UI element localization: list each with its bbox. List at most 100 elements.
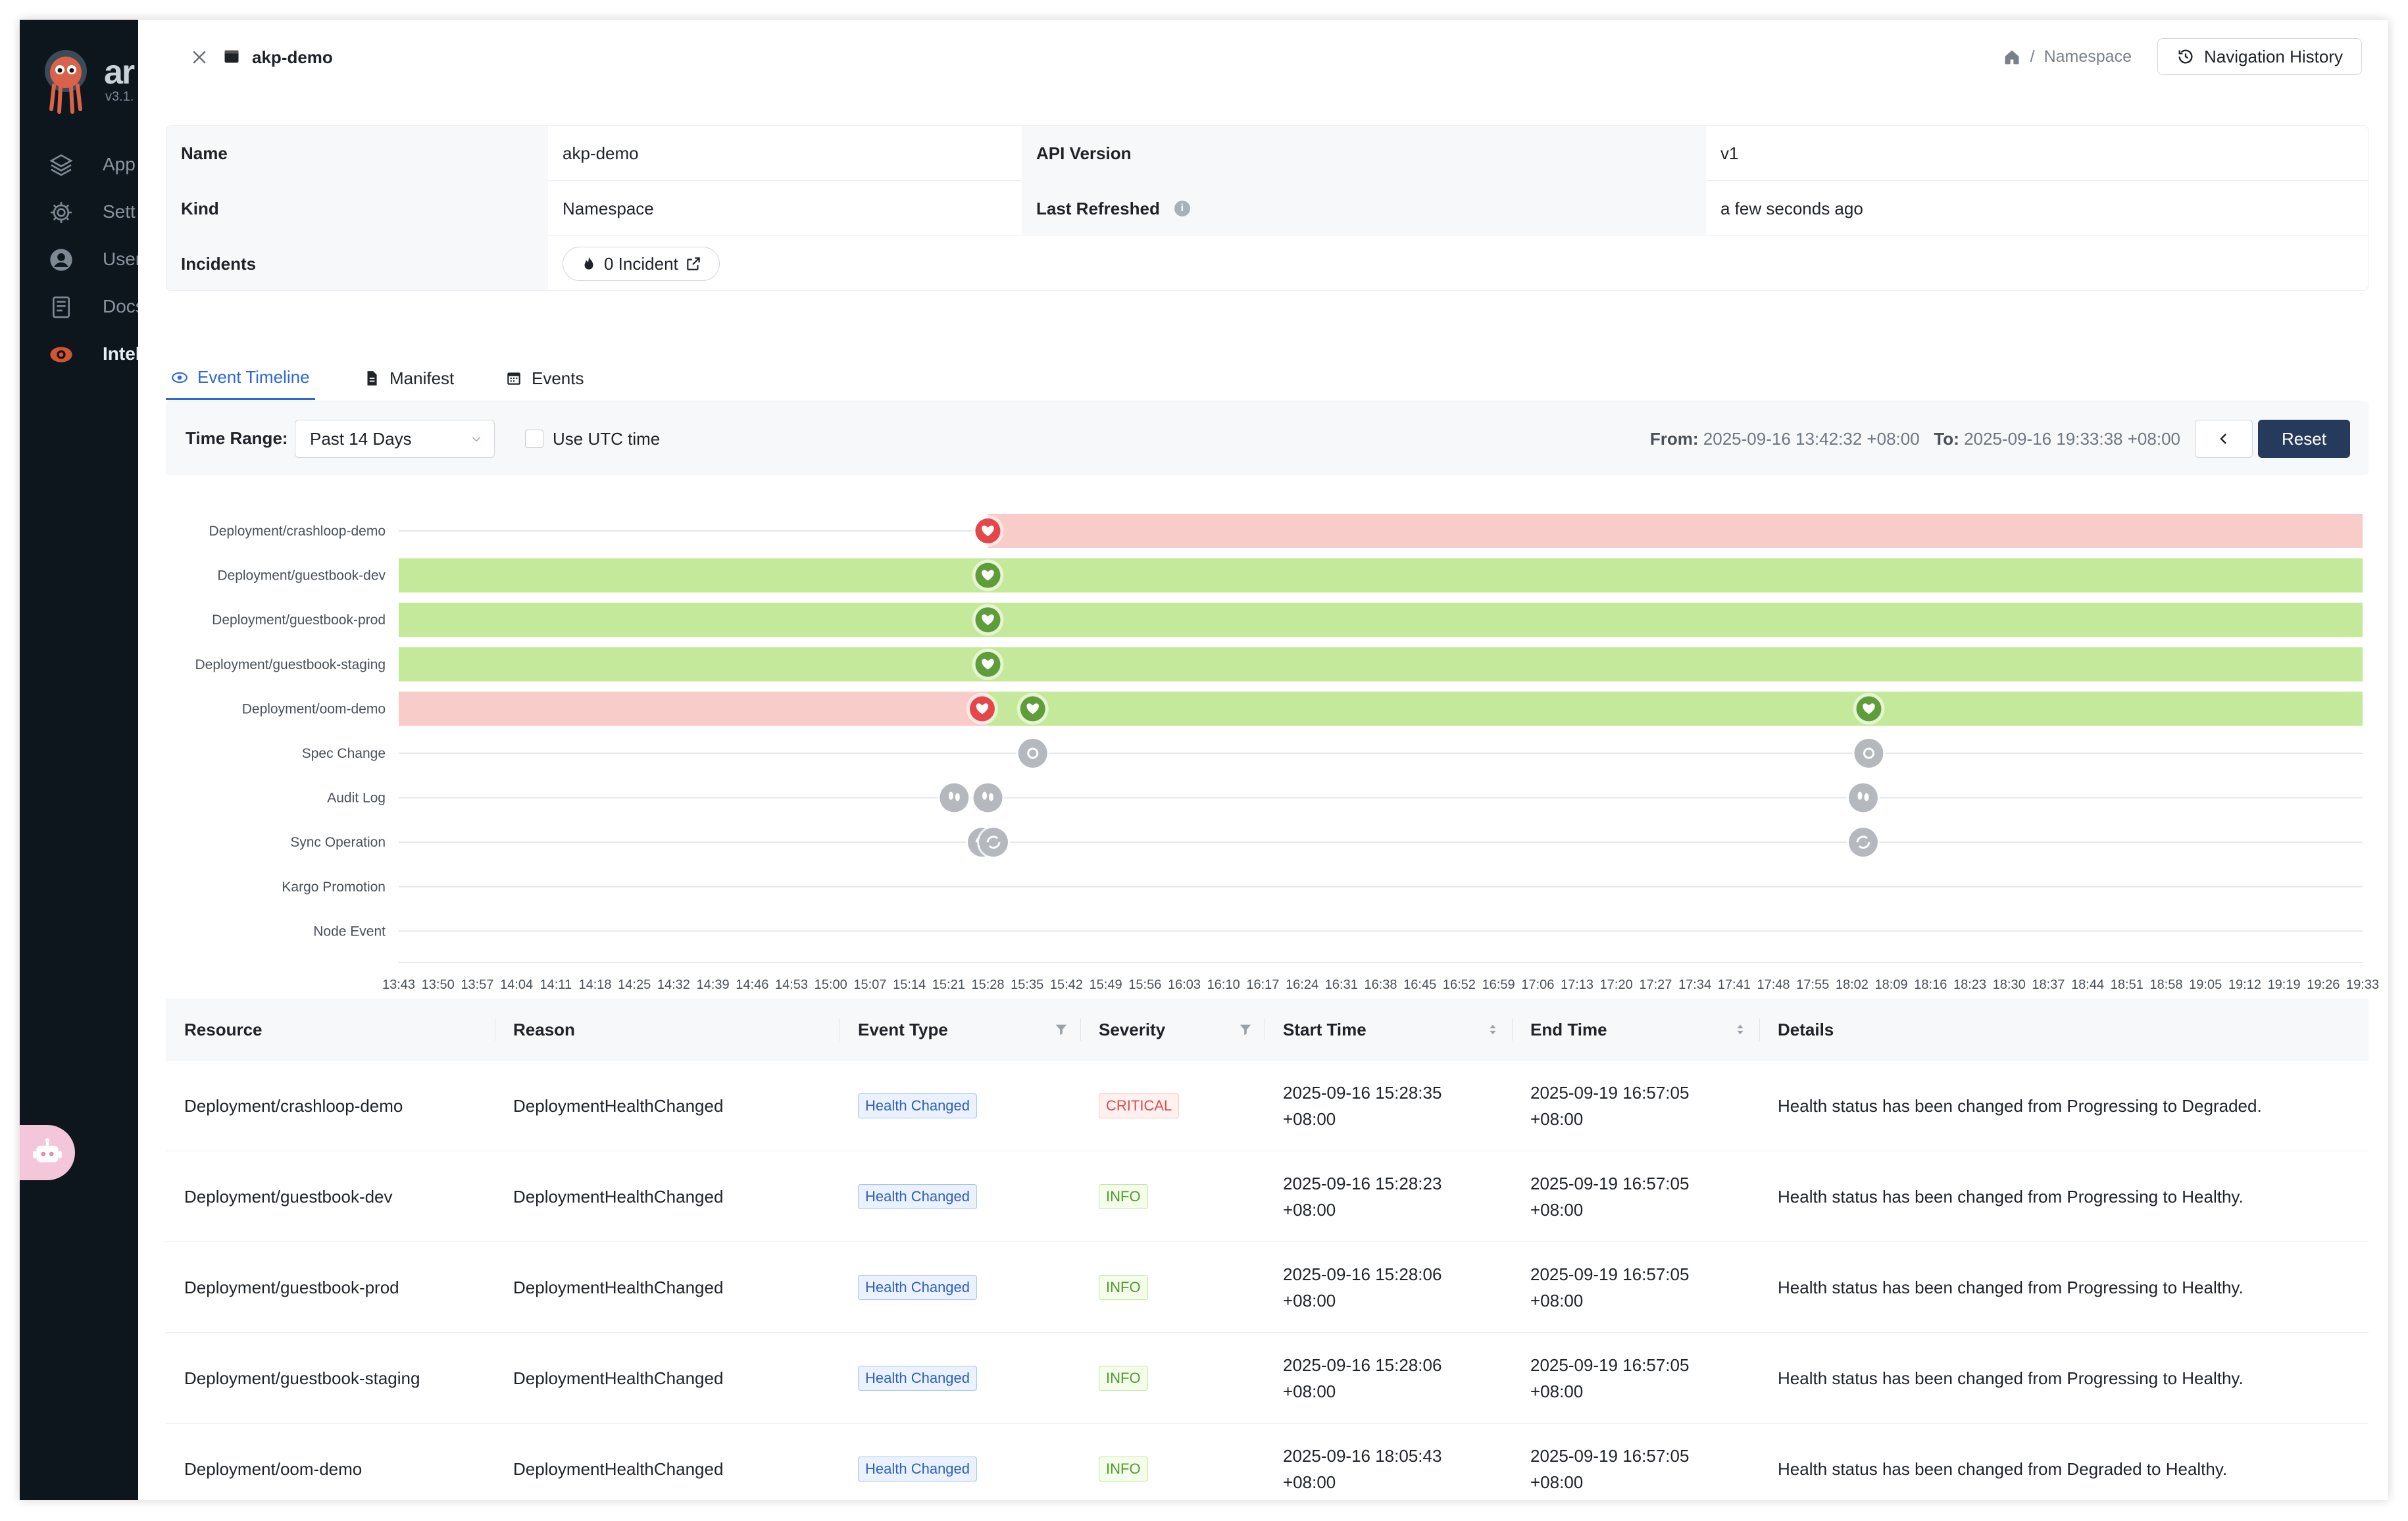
event-type-tag: Health Changed	[858, 1457, 978, 1482]
sidebar-item-user[interactable]: User	[20, 239, 138, 279]
home-icon[interactable]	[2003, 48, 2021, 66]
tab-event-timeline[interactable]: Event Timeline	[166, 357, 315, 400]
gear-marker[interactable]	[1852, 737, 1886, 770]
reason-text: DeploymentHealthChanged	[513, 1459, 724, 1479]
close-icon[interactable]	[189, 47, 209, 67]
end-timezone: +08:00	[1530, 1472, 1584, 1492]
table-row[interactable]: Deployment/guestbook-dev DeploymentHealth…	[166, 1151, 2369, 1242]
timeline-row-label: Deployment/guestbook-dev	[217, 568, 386, 584]
time-tick-label: 16:10	[1207, 978, 1240, 992]
sidebar-item-applications[interactable]: App	[20, 145, 138, 184]
details-text: Health status has been changed from Prog…	[1778, 1187, 2244, 1207]
reason-cell: DeploymentHealthChanged	[513, 1424, 723, 1500]
sidebar-item-settings[interactable]: Sett	[20, 192, 138, 232]
timeline-row-label: Sync Operation	[290, 835, 386, 850]
severity-badge: CRITICAL	[1099, 1093, 1180, 1118]
health-segment-healthy	[988, 691, 2363, 726]
sync-marker[interactable]	[977, 826, 1011, 859]
table-row[interactable]: Deployment/crashloop-demo DeploymentHealt…	[166, 1060, 2369, 1151]
sidebar-item-label: User	[103, 249, 138, 269]
reason-text: DeploymentHealthChanged	[513, 1368, 724, 1388]
table-row[interactable]: Deployment/oom-demo DeploymentHealthChang…	[166, 1424, 2369, 1500]
back-button[interactable]	[2195, 420, 2253, 458]
end-time-cell: 2025-09-19 16:57:05 +08:00	[1530, 1424, 1689, 1500]
to-value: 2025-09-16 19:33:38 +08:00	[1964, 429, 2180, 449]
filter-icon[interactable]	[1054, 1022, 1068, 1037]
event-type-cell: Health Changed	[858, 1424, 978, 1500]
time-tick-label: 17:06	[1521, 978, 1554, 992]
tab-label: Event Timeline	[197, 367, 310, 387]
column-header-label: End Time	[1530, 1019, 1607, 1039]
heart-marker[interactable]	[972, 515, 1004, 547]
filter-icon[interactable]	[1238, 1022, 1253, 1037]
reset-button[interactable]: Reset	[2258, 420, 2350, 458]
sidebar-item-docs[interactable]: Docs	[20, 287, 138, 326]
heart-icon	[982, 525, 994, 536]
time-tick-label: 18:16	[1914, 978, 1947, 992]
heart-marker[interactable]	[1016, 693, 1049, 725]
utc-checkbox[interactable]	[525, 430, 543, 448]
time-tick-label: 14:04	[500, 978, 533, 992]
start-time: 2025-09-16 18:05:43	[1283, 1446, 1442, 1466]
last-refreshed-key: Last Refreshed i	[1022, 181, 1706, 236]
heart-marker[interactable]	[972, 648, 1004, 680]
heart-marker[interactable]	[1853, 693, 1885, 725]
from-label: From:	[1649, 429, 1699, 449]
start-time: 2025-09-16 15:28:23	[1283, 1174, 1442, 1193]
time-tick-label: 18:02	[1836, 978, 1869, 992]
sync-icon	[986, 835, 1001, 849]
table-row[interactable]: Deployment/guestbook-prod DeploymentHealt…	[166, 1242, 2369, 1333]
navigation-history-button[interactable]: Navigation History	[2157, 38, 2362, 75]
time-tick-label: 16:24	[1286, 978, 1318, 992]
heart-icon	[1863, 703, 1875, 714]
sidebar-item-intelligence[interactable]: Intel	[20, 334, 138, 374]
gear-icon	[1863, 747, 1874, 759]
start-time-cell: 2025-09-16 15:28:06 +08:00	[1283, 1242, 1442, 1333]
timeline-toolbar: Time Range: Past 14 Days Use UTC time Fr…	[166, 401, 2369, 475]
timeline-row-label: Deployment/guestbook-prod	[212, 612, 386, 628]
heart-icon	[982, 614, 994, 626]
reason-text: DeploymentHealthChanged	[513, 1278, 724, 1297]
heart-marker[interactable]	[972, 604, 1004, 636]
time-range-value: Past 14 Days	[310, 428, 412, 449]
heart-icon	[982, 570, 994, 581]
severity-badge: INFO	[1099, 1457, 1148, 1482]
table-header: Resource Reason Event Type Severity Star…	[166, 999, 2369, 1060]
column-header-start-time[interactable]: Start Time	[1265, 999, 1512, 1060]
time-tick-label: 13:57	[461, 978, 493, 992]
breadcrumb-current[interactable]: Namespace	[2044, 47, 2132, 66]
assistant-button[interactable]	[20, 1125, 75, 1180]
time-range-select[interactable]: Past 14 Days	[295, 420, 495, 458]
severity-cell: INFO	[1099, 1242, 1148, 1333]
steps-marker[interactable]	[971, 781, 1005, 814]
gear-marker[interactable]	[1016, 737, 1049, 770]
octopus-logo[interactable]	[39, 46, 92, 118]
health-segment-degraded	[988, 514, 2363, 548]
start-time-cell: 2025-09-16 15:28:35 +08:00	[1283, 1060, 1442, 1151]
severity-badge: INFO	[1099, 1184, 1148, 1209]
heart-marker[interactable]	[966, 693, 998, 725]
severity-cell: CRITICAL	[1099, 1060, 1180, 1151]
tab-events[interactable]: Events	[505, 357, 584, 400]
marker-circle	[1854, 739, 1884, 768]
tab-manifest[interactable]: Manifest	[363, 357, 454, 400]
timeline-row-label: Deployment/oom-demo	[242, 701, 386, 716]
column-header-end-time[interactable]: End Time	[1512, 999, 1759, 1060]
column-header-label: Reason	[513, 1019, 575, 1039]
time-tick-label: 18:23	[1953, 978, 1986, 992]
eye-icon	[47, 341, 75, 368]
footprint-icon	[948, 791, 953, 800]
time-tick-label: 16:45	[1403, 978, 1436, 992]
page-title: akp-demo	[252, 47, 333, 67]
details-text: Health status has been changed from Prog…	[1778, 1278, 2244, 1297]
table-row[interactable]: Deployment/guestbook-staging DeploymentHe…	[166, 1333, 2369, 1424]
heart-marker[interactable]	[972, 559, 1004, 591]
steps-marker[interactable]	[938, 781, 971, 814]
sync-marker[interactable]	[1846, 826, 1880, 859]
info-icon[interactable]: i	[1174, 201, 1190, 216]
time-tick-label: 17:55	[1796, 978, 1829, 992]
incident-link-button[interactable]: 0 Incident	[563, 247, 720, 281]
steps-marker[interactable]	[1846, 781, 1880, 814]
time-tick-label: 16:03	[1168, 978, 1201, 992]
marker-circle	[940, 783, 969, 812]
